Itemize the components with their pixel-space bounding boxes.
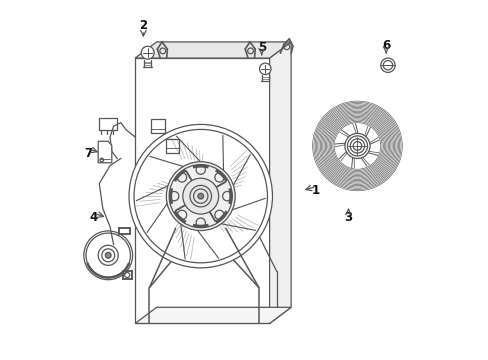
Circle shape xyxy=(380,58,394,72)
Bar xyxy=(151,119,164,134)
Circle shape xyxy=(129,125,272,268)
Polygon shape xyxy=(135,307,290,323)
Text: 1: 1 xyxy=(311,184,320,197)
Bar xyxy=(99,118,117,130)
Polygon shape xyxy=(135,42,290,58)
Text: 5: 5 xyxy=(257,41,265,54)
Circle shape xyxy=(83,231,132,280)
Polygon shape xyxy=(269,42,290,323)
Text: 4: 4 xyxy=(90,211,98,224)
Circle shape xyxy=(166,162,235,230)
Text: 2: 2 xyxy=(139,19,147,32)
Text: 3: 3 xyxy=(344,211,352,224)
Text: 7: 7 xyxy=(84,147,92,159)
Circle shape xyxy=(183,178,218,214)
Circle shape xyxy=(259,63,270,75)
Circle shape xyxy=(344,134,369,158)
Polygon shape xyxy=(98,141,112,163)
Text: 6: 6 xyxy=(381,39,389,52)
Bar xyxy=(165,139,179,153)
Circle shape xyxy=(198,193,203,199)
Circle shape xyxy=(141,46,154,59)
Circle shape xyxy=(105,252,111,258)
Polygon shape xyxy=(135,58,269,323)
